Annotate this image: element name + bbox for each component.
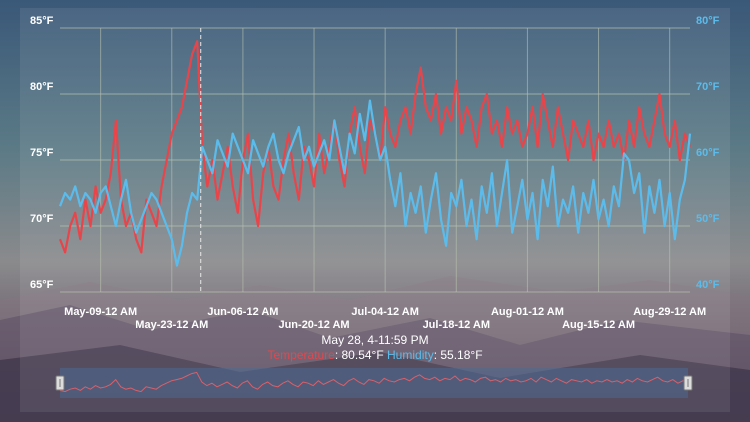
- series-line-humidity: [58, 99, 692, 267]
- tooltip-temp-value: : 80.54°F: [334, 348, 384, 362]
- x-tick: May-09-12 AM: [64, 306, 137, 318]
- y-right-tick: 80°F: [696, 15, 720, 27]
- x-tick: Aug-01-12 AM: [491, 306, 564, 318]
- series-line-temperature: [58, 40, 692, 254]
- x-tick: Aug-15-12 AM: [562, 319, 635, 331]
- y-right-tick: 70°F: [696, 81, 720, 93]
- y-left-tick: 80°F: [30, 81, 54, 93]
- y-left-tick: 75°F: [30, 147, 54, 159]
- x-tick: Aug-29-12 AM: [633, 306, 706, 318]
- y-right-tick: 40°F: [696, 279, 720, 291]
- tooltip-date: May 28, 4-11:59 PM: [321, 333, 429, 347]
- y-left-tick: 65°F: [30, 279, 54, 291]
- navigator-line: [59, 371, 689, 393]
- y-right-tick: 50°F: [696, 213, 720, 225]
- y-left-tick: 85°F: [30, 15, 54, 27]
- tooltip-temp-label: Temperature: [267, 348, 335, 362]
- x-tick: Jul-04-12 AM: [351, 306, 418, 318]
- y-left-tick: 70°F: [30, 213, 54, 225]
- navigator-range: [60, 368, 688, 398]
- tooltip-hum-value: : 55.18°F: [433, 348, 483, 362]
- y-right-tick: 60°F: [696, 147, 720, 159]
- tooltip-values: Temperature: 80.54°F Humidity: 55.18°F: [0, 348, 750, 362]
- x-tick: Jun-20-12 AM: [278, 319, 349, 331]
- tooltip-hum-label: Humidity: [387, 348, 434, 362]
- x-tick: Jun-06-12 AM: [207, 306, 278, 318]
- x-tick: Jul-18-12 AM: [423, 319, 490, 331]
- x-tick: May-23-12 AM: [135, 319, 208, 331]
